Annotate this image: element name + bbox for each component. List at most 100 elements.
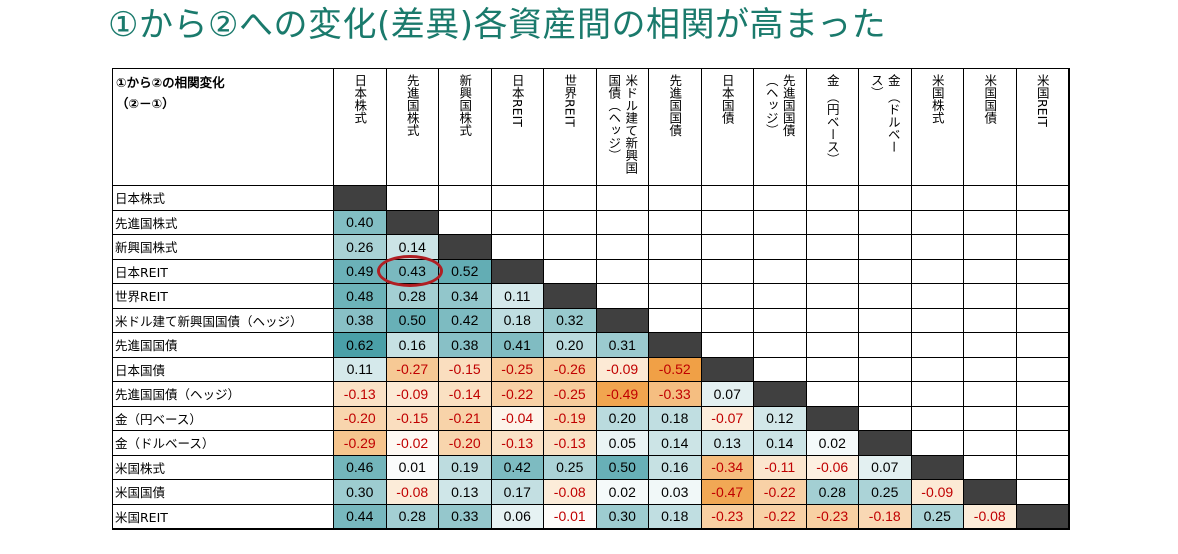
heatmap-cell: 0.31 (596, 333, 649, 358)
row-header-label: 世界REIT (115, 289, 168, 305)
column-header-label: 米国株式 (929, 74, 945, 124)
empty-cell (859, 235, 912, 260)
empty-cell (701, 259, 754, 284)
empty-cell (596, 210, 649, 235)
heatmap-cell: 0.14 (649, 431, 702, 456)
heatmap-cell: -0.09 (596, 357, 649, 382)
empty-cell (859, 210, 912, 235)
row-header: 世界REIT (112, 284, 334, 309)
heatmap-cell: 0.18 (649, 504, 702, 529)
empty-cell (806, 210, 859, 235)
row-header: 米国株式 (112, 455, 334, 480)
heatmap-cell: -0.13 (334, 382, 387, 407)
heatmap-cell: 0.41 (491, 333, 544, 358)
empty-cell (1016, 235, 1069, 260)
heatmap-cell: 0.20 (596, 406, 649, 431)
empty-cell (649, 235, 702, 260)
heatmap-cell: 0.05 (596, 431, 649, 456)
empty-cell (754, 308, 807, 333)
empty-cell (1016, 431, 1069, 456)
diagonal-cell (859, 431, 912, 456)
heatmap-cell: -0.08 (964, 504, 1017, 529)
heatmap-cell: 0.42 (491, 455, 544, 480)
heatmap-cell: 0.30 (334, 480, 387, 505)
row-header-label: 米国国債 (115, 485, 166, 501)
empty-cell (806, 333, 859, 358)
empty-cell (964, 431, 1017, 456)
heatmap-cell: -0.11 (754, 455, 807, 480)
empty-cell (701, 284, 754, 309)
diagonal-cell (1016, 504, 1069, 529)
heatmap-cell: -0.22 (754, 480, 807, 505)
heatmap-cell: -0.52 (649, 357, 702, 382)
diagonal-cell (544, 284, 597, 309)
heatmap-cell: 0.62 (334, 333, 387, 358)
empty-cell (701, 186, 754, 211)
heatmap-cell: 0.42 (439, 308, 492, 333)
heatmap-cell: -0.26 (544, 357, 597, 382)
row-header: 米国国債 (112, 480, 334, 505)
heatmap-cell: 0.43 (386, 259, 439, 284)
empty-cell (911, 210, 964, 235)
row-header: 新興国株式 (112, 235, 334, 260)
row-header-label: 先進国国債（ヘッジ） (115, 387, 241, 403)
column-header-label: 日本REIT (509, 74, 525, 127)
heatmap-cell: 0.02 (596, 480, 649, 505)
empty-cell (911, 308, 964, 333)
empty-cell (1016, 284, 1069, 309)
diagonal-cell (334, 186, 387, 211)
heatmap-cell: 0.50 (596, 455, 649, 480)
empty-cell (491, 235, 544, 260)
heatmap-cell: 0.17 (491, 480, 544, 505)
heatmap-cell: 0.52 (439, 259, 492, 284)
heatmap-cell: -0.27 (386, 357, 439, 382)
empty-cell (491, 210, 544, 235)
empty-cell (911, 357, 964, 382)
heatmap-cell: 0.16 (649, 455, 702, 480)
heatmap-cell: -0.20 (439, 431, 492, 456)
empty-cell (911, 333, 964, 358)
row-header: 日本国債 (112, 357, 334, 382)
empty-cell (964, 284, 1017, 309)
row-header-label: 新興国株式 (115, 240, 178, 256)
empty-cell (806, 235, 859, 260)
heatmap-cell: 0.02 (806, 431, 859, 456)
empty-cell (1016, 455, 1069, 480)
empty-cell (806, 186, 859, 211)
empty-cell (806, 259, 859, 284)
heatmap-cell: -0.20 (334, 406, 387, 431)
empty-cell (596, 259, 649, 284)
empty-cell (859, 308, 912, 333)
heatmap-cell: 0.13 (701, 431, 754, 456)
heatmap-cell: -0.21 (439, 406, 492, 431)
column-header: 金 （円ベース） (806, 68, 859, 186)
empty-cell (1016, 333, 1069, 358)
empty-cell (701, 210, 754, 235)
empty-cell (649, 186, 702, 211)
heatmap-cell: 0.28 (806, 480, 859, 505)
empty-cell (806, 382, 859, 407)
column-header: 日本国債 (701, 68, 754, 186)
empty-cell (859, 406, 912, 431)
column-header: 先進国国債 （ヘッジ） (754, 68, 807, 186)
row-header-label: 日本株式 (115, 191, 166, 207)
diagonal-cell (649, 333, 702, 358)
column-header-label: 日本国債 (719, 74, 735, 124)
heatmap-cell: 0.30 (596, 504, 649, 529)
row-header-label: 米ドル建て新興国国債（ヘッジ） (115, 313, 303, 329)
empty-cell (754, 186, 807, 211)
empty-cell (964, 308, 1017, 333)
heatmap-cell: -0.15 (439, 357, 492, 382)
heatmap-cell: -0.08 (544, 480, 597, 505)
heatmap-cell: -0.23 (701, 504, 754, 529)
column-header: 世界REIT (544, 68, 597, 186)
heatmap-cell: -0.02 (386, 431, 439, 456)
empty-cell (911, 186, 964, 211)
empty-cell (806, 284, 859, 309)
column-header: 米国株式 (911, 68, 964, 186)
empty-cell (964, 455, 1017, 480)
row-header-label: 先進国株式 (115, 215, 178, 231)
empty-cell (911, 235, 964, 260)
heatmap-cell: -0.18 (859, 504, 912, 529)
column-header-label: 新興国株式 (457, 74, 473, 137)
